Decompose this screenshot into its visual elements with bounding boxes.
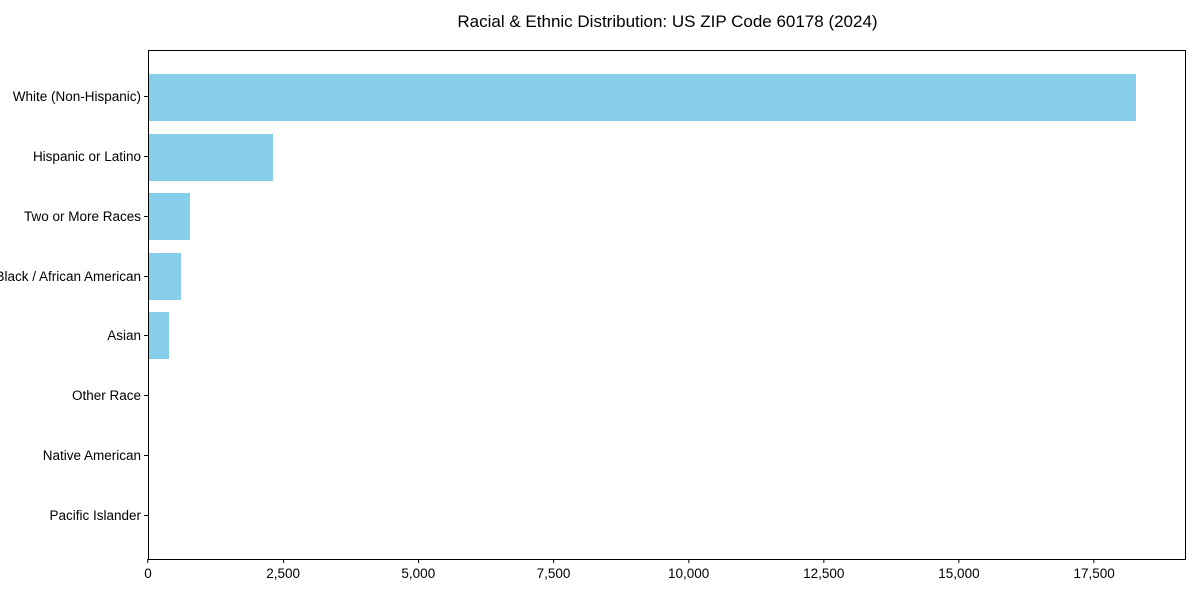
x-tick: 0 (144, 559, 152, 581)
plot-area (148, 50, 1186, 560)
y-axis-labels: White (Non-Hispanic) Hispanic or Latino Tw… (0, 50, 148, 560)
x-tick: 10,000 (668, 559, 709, 581)
x-tick-mark (147, 559, 149, 563)
x-tick-mark (823, 559, 825, 563)
x-tick-mark (282, 559, 284, 563)
bar-row (149, 425, 1185, 485)
y-tick-mark (144, 96, 148, 98)
y-label-cell: Other Race (0, 366, 148, 426)
y-axis-label: White (Non-Hispanic) (12, 89, 141, 105)
x-tick-label: 0 (144, 566, 152, 581)
bar-row (149, 485, 1185, 545)
x-tick: 2,500 (266, 559, 300, 581)
bar-row (149, 128, 1185, 188)
y-axis-label: Native American (42, 447, 141, 463)
y-label-cell: Pacific Islander (0, 485, 148, 545)
x-tick: 15,000 (938, 559, 980, 581)
bar (149, 312, 169, 360)
y-axis-label: Pacific Islander (49, 507, 141, 523)
y-label-cell: Black / African American (0, 246, 148, 306)
chart-title: Racial & Ethnic Distribution: US ZIP Cod… (457, 12, 878, 31)
x-tick: 5,000 (401, 559, 435, 581)
bar (149, 74, 1137, 122)
y-axis-label: Two or More Races (23, 208, 141, 224)
y-tick-mark (144, 514, 148, 516)
y-tick-mark (144, 454, 148, 456)
bar-row (149, 366, 1185, 426)
y-tick-mark (144, 275, 148, 277)
bar (149, 252, 181, 300)
x-tick-mark (417, 559, 419, 563)
y-tick-mark (144, 215, 148, 217)
bar (149, 133, 273, 181)
x-tick: 17,500 (1073, 559, 1115, 581)
y-tick-mark (144, 156, 148, 158)
y-label-cell: Two or More Races (0, 187, 148, 247)
y-label-cell: Asian (0, 306, 148, 366)
y-tick-mark (144, 335, 148, 337)
x-axis-ticks: 0 2,500 5,000 7,500 10,000 12,500 15,000 17,500 (144, 559, 1186, 595)
y-axis-label: Black / African American (0, 268, 141, 284)
bar-row (149, 187, 1185, 247)
bar-rows (149, 51, 1185, 559)
y-label-cell: Native American (0, 426, 148, 486)
x-tick-label: 2,500 (266, 566, 301, 581)
y-tick-mark (144, 395, 148, 397)
bar-row (149, 306, 1185, 366)
bar-row (149, 68, 1185, 128)
y-axis-label: Asian (107, 328, 141, 344)
x-tick-label: 10,000 (667, 566, 710, 581)
x-tick-mark (688, 559, 690, 563)
x-tick-mark (1093, 559, 1095, 563)
bar (149, 193, 190, 241)
y-axis-label: Hispanic or Latino (32, 149, 141, 165)
x-tick-label: 7,500 (536, 566, 571, 581)
x-tick-label: 5,000 (401, 566, 436, 581)
x-tick-label: 12,500 (803, 566, 845, 581)
y-label-cell: White (Non-Hispanic) (0, 67, 148, 127)
x-tick-mark (552, 559, 554, 563)
y-axis-label: Other Race (71, 388, 141, 404)
x-tick: 7,500 (536, 559, 571, 581)
x-tick-mark (958, 559, 960, 563)
y-label-cell: Hispanic or Latino (0, 127, 148, 187)
x-tick: 12,500 (803, 559, 844, 581)
x-tick-label: 17,500 (1073, 566, 1115, 581)
bar-row (149, 247, 1185, 307)
x-tick-label: 15,000 (938, 566, 980, 581)
